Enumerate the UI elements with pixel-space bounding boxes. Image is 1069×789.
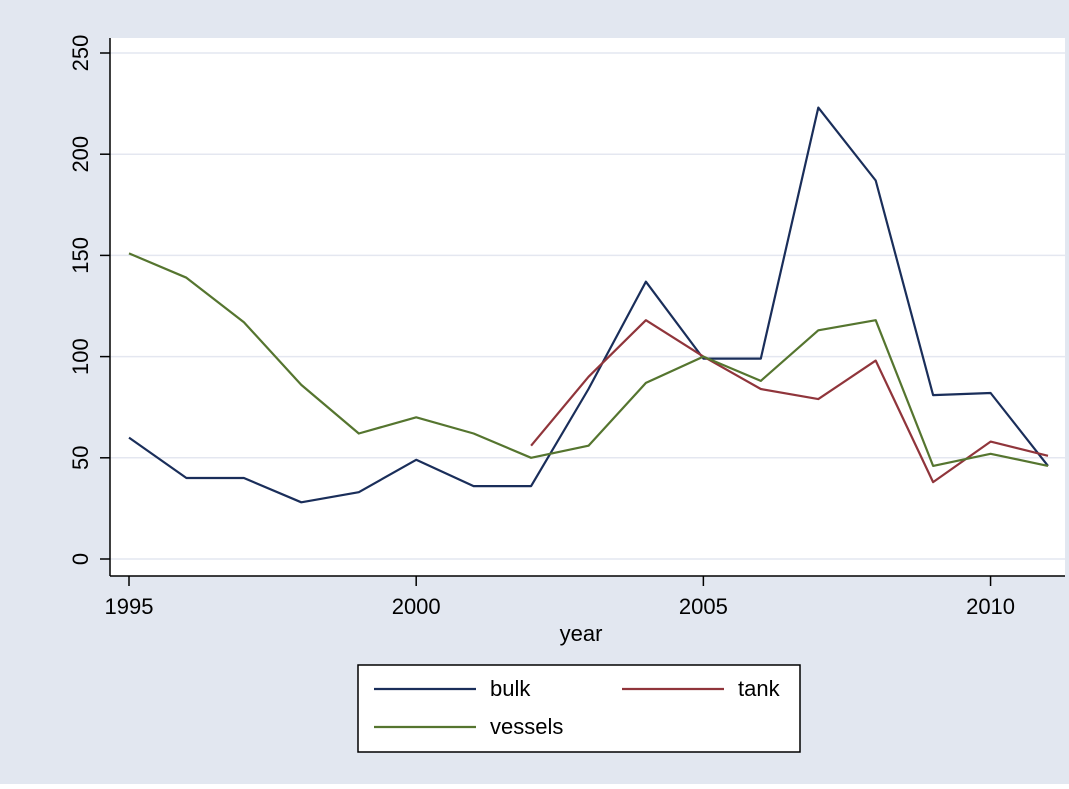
y-axis-ticks: 0 50 100 150 200 250: [68, 35, 110, 565]
legend-item-bulk: bulk: [374, 676, 531, 701]
legend-label: tank: [738, 676, 781, 701]
plot-area: [110, 38, 1065, 576]
x-tick-label: 2005: [679, 594, 728, 619]
y-tick-label: 0: [68, 553, 93, 565]
legend-box: [357, 664, 801, 753]
x-axis-label: year: [560, 621, 603, 646]
axes: [109, 38, 1065, 577]
legend-label: bulk: [490, 676, 531, 701]
x-tick-label: 1995: [105, 594, 154, 619]
legend: bulk tank vessels: [357, 664, 801, 753]
x-tick-label: 2010: [966, 594, 1015, 619]
series-line-tank: [530, 319, 1049, 484]
y-tick-label: 50: [68, 446, 93, 470]
series-layer: [128, 106, 1049, 504]
y-tick-label: 250: [68, 35, 93, 72]
y-tick-label: 150: [68, 237, 93, 274]
y-tick-label: 200: [68, 136, 93, 173]
series-line-bulk: [128, 106, 1049, 504]
x-tick-label: 2000: [392, 594, 441, 619]
legend-label: vessels: [490, 714, 563, 739]
grid-lines: [110, 52, 1065, 560]
series-line-vessels: [128, 252, 1049, 467]
legend-item-tank: tank: [622, 676, 781, 701]
legend-item-vessels: vessels: [374, 714, 563, 739]
y-tick-label: 100: [68, 338, 93, 375]
x-axis-ticks: 1995 2000 2005 2010: [105, 576, 1015, 619]
